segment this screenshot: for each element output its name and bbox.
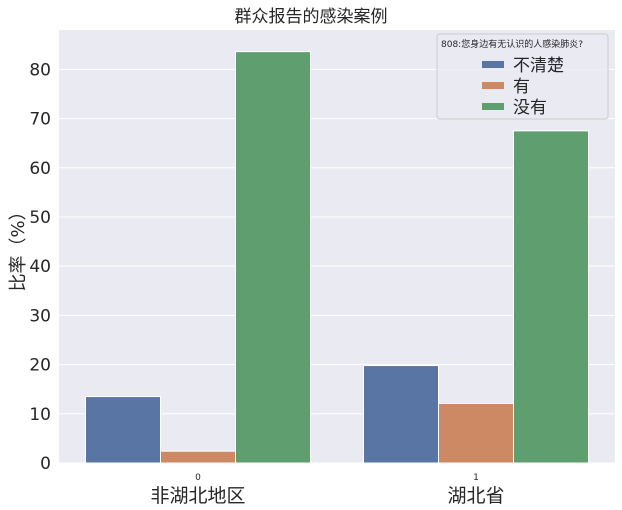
- chart-title: 群众报告的感染案例: [235, 7, 388, 27]
- legend-label: 没有: [513, 98, 547, 118]
- y-tick-label: 20: [29, 356, 51, 376]
- x-category-label: 非湖北地区: [150, 485, 245, 507]
- legend-swatch-没有: [482, 103, 504, 110]
- bar-有-1: [438, 402, 514, 464]
- legend-title: 808:您身边有无认识的人感染肺炎?: [441, 38, 583, 50]
- y-tick-label: 60: [29, 159, 51, 179]
- bar-没有-0: [235, 51, 311, 464]
- legend-box: [436, 33, 609, 120]
- y-tick-label: 10: [29, 405, 51, 425]
- y-tick-label: 80: [29, 60, 51, 80]
- y-tick-label: 30: [29, 306, 51, 326]
- legend-swatch-有: [482, 82, 504, 89]
- bar-不清楚-0: [85, 396, 161, 464]
- x-tick-label: 1: [473, 473, 479, 483]
- legend-swatch-不清楚: [482, 61, 504, 68]
- y-tick-label: 50: [29, 208, 51, 228]
- legend-label: 不清楚: [513, 56, 564, 76]
- legend-label: 有: [513, 77, 530, 97]
- bar-不清楚-1: [363, 365, 439, 464]
- x-tick-label: 0: [195, 473, 201, 483]
- bar-有-0: [160, 450, 236, 464]
- bar-没有-1: [513, 130, 589, 464]
- x-category-label: 湖北省: [447, 485, 504, 507]
- y-tick-label: 40: [29, 257, 51, 277]
- y-tick-label: 70: [29, 110, 51, 130]
- y-axis-label: 比率（%）: [8, 202, 29, 291]
- y-tick-label: 0: [40, 454, 51, 474]
